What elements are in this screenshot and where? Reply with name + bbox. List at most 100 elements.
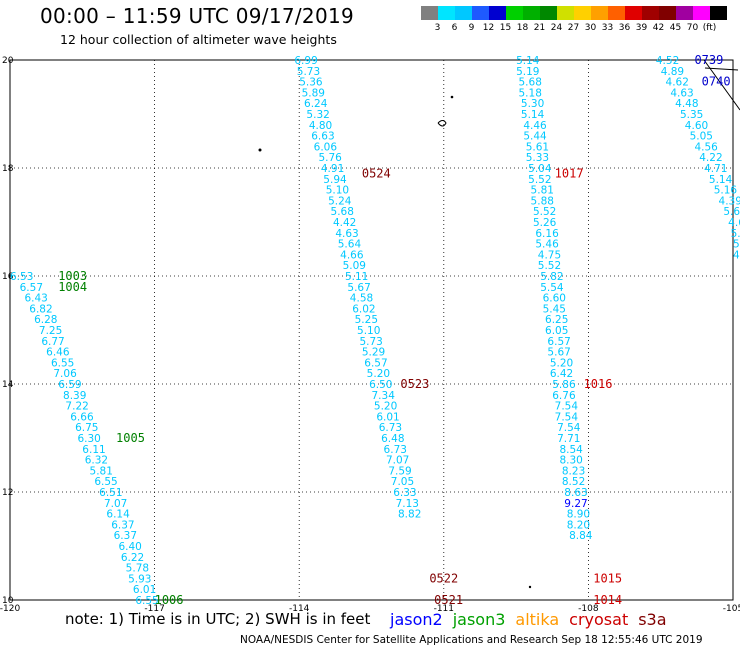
colorbar-swatch: [540, 6, 557, 20]
swh-value: 6.48: [381, 433, 404, 445]
swh-value: 6.99: [294, 55, 317, 67]
swh-value: 7.71: [557, 433, 580, 445]
swh-value: 6.05: [545, 325, 568, 337]
colorbar-label: 33: [601, 23, 614, 33]
swh-value: 5.26: [533, 217, 557, 229]
swh-value: 5.36: [299, 77, 323, 89]
swh-value: 4.80: [309, 120, 332, 132]
colorbar-label: 9: [468, 23, 475, 33]
colorbar-swatch: [676, 6, 693, 20]
colorbar-swatch: [574, 6, 591, 20]
swh-value: 6.57: [364, 357, 387, 369]
swh-value: 7.07: [386, 455, 409, 467]
swh-value: 4.66: [340, 249, 364, 261]
pass-time-label: 1006: [155, 593, 184, 607]
swh-value: 4.: [733, 249, 740, 261]
swh-value: 4.91: [321, 163, 344, 175]
swh-value: 6.51: [99, 487, 122, 499]
swh-value: 5.81: [531, 185, 554, 197]
colorbar-label: 39: [635, 23, 648, 33]
pass-time-label: 0740: [702, 75, 731, 89]
colorbar-swatch: [455, 6, 472, 20]
colorbar-label: 70: [686, 23, 699, 33]
swh-value: 8.39: [63, 390, 86, 402]
swh-value: 5.52: [528, 174, 551, 186]
map-subtitle: 12 hour collection of altimeter wave hei…: [60, 32, 337, 47]
swh-value: 7.05: [391, 476, 414, 488]
pass-time-label: 0522: [429, 571, 458, 585]
swh-value: 5.81: [90, 465, 113, 477]
swh-value: 5.: [733, 239, 740, 251]
x-axis-tick-label: -120: [0, 604, 20, 614]
swh-value: 5.14: [709, 174, 733, 186]
colorbar-label: 12: [482, 23, 495, 33]
swh-value: 6.55: [135, 595, 158, 607]
swh-value: 5.30: [521, 98, 544, 110]
swh-value: 4.48: [675, 98, 698, 110]
legend-altika: altika: [515, 610, 560, 629]
swh-value: 7.54: [555, 411, 579, 423]
swh-value: 8.23: [562, 465, 585, 477]
swh-value: 4.22: [699, 152, 722, 164]
swh-value: 4.75: [538, 249, 561, 261]
swh-value: 6.37: [114, 530, 137, 542]
swh-value: 6.16: [535, 228, 559, 240]
x-axis-tick-label: -105: [723, 604, 740, 614]
pass-time-label: 1004: [58, 280, 87, 294]
swh-value: 5.78: [126, 563, 149, 575]
swh-value: 4.58: [350, 293, 373, 305]
swh-value: 8.90: [567, 509, 590, 521]
swh-value: 6.82: [29, 303, 52, 315]
colorbar-swatch: [421, 6, 438, 20]
y-axis-tick-label: 16: [2, 272, 14, 282]
track-line: [704, 67, 739, 71]
swh-value: 7.06: [53, 368, 77, 380]
colorbar-swatch: [557, 6, 574, 20]
swh-value: 6.59: [58, 379, 81, 391]
pass-time-label: 1014: [593, 593, 622, 607]
swh-value: 5.09: [343, 260, 366, 272]
swh-value: 5.73: [297, 66, 320, 78]
y-axis-tick-label: 18: [2, 164, 14, 174]
colorbar-swatch: [693, 6, 710, 20]
swh-value: 5.10: [326, 185, 349, 197]
swh-value: 5.67: [347, 282, 370, 294]
swh-value: 5.45: [543, 303, 566, 315]
swh-value: 5.24: [328, 195, 352, 207]
colorbar-label: 15: [499, 23, 512, 33]
swh-value: 6.63: [311, 131, 334, 143]
swh-value: 4.56: [694, 141, 718, 153]
swh-value: 4.60: [685, 120, 708, 132]
swh-value: 6.73: [384, 444, 407, 456]
swh-value: 7.59: [388, 465, 411, 477]
swh-value: 4.39: [719, 195, 740, 207]
swh-value: 6.06: [314, 141, 338, 153]
colorbar-label: 30: [584, 23, 597, 33]
swh-value: 5.33: [526, 152, 549, 164]
swh-value: 6.55: [51, 357, 74, 369]
swh-value: 5.29: [362, 347, 385, 359]
swh-value: 6.02: [352, 303, 375, 315]
colorbar-label: 36: [618, 23, 631, 33]
footer-credit: NOAA/NESDIS Center for Satellite Applica…: [240, 634, 703, 646]
swh-value: 6.42: [550, 368, 573, 380]
swh-value: 6.57: [547, 336, 570, 348]
swh-value: 5.68: [519, 77, 542, 89]
pass-time-label: 1016: [584, 377, 613, 391]
swh-value: 6.53: [10, 271, 33, 283]
colorbar-swatch: [642, 6, 659, 20]
swh-value: 5.18: [519, 87, 542, 99]
colorbar-label: (ft): [702, 23, 717, 33]
colorbar-swatch: [591, 6, 608, 20]
swh-value: 7.25: [39, 325, 62, 337]
swh-value: 4.62: [728, 217, 740, 229]
colorbar-swatch: [625, 6, 642, 20]
pass-time-label: 1017: [555, 166, 584, 180]
pass-time-label: 0524: [362, 166, 391, 180]
swh-value: 5.93: [128, 573, 151, 585]
swh-value: 5.68: [331, 206, 354, 218]
swh-value: 6.50: [369, 379, 392, 391]
swh-value: 6.46: [46, 347, 70, 359]
legend-jason3: jason3: [452, 610, 506, 629]
